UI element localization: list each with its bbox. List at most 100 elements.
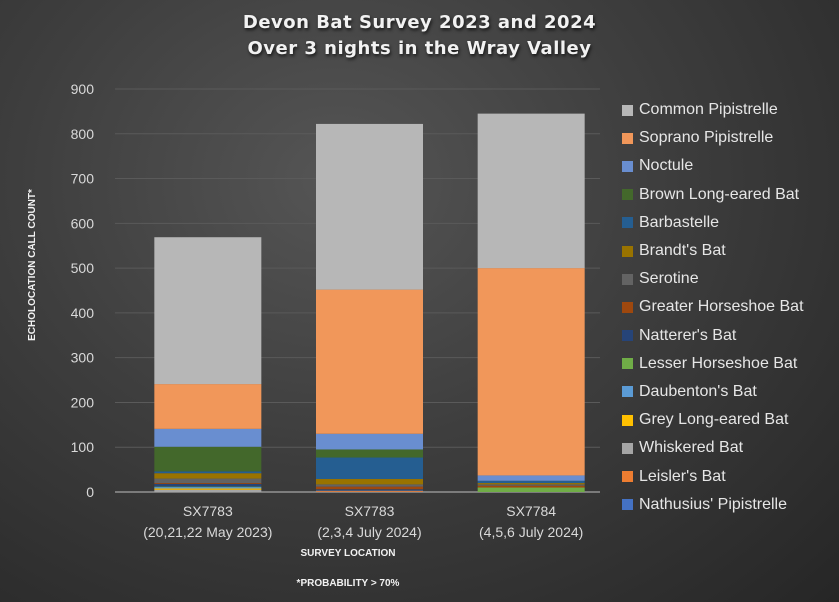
- legend-label: Grey Long-eared Bat: [639, 411, 789, 429]
- bar-segment-soprano-pipistrelle: [154, 384, 262, 429]
- legend-item: Greater Horseshoe Bat: [622, 293, 804, 321]
- legend-swatch: [622, 160, 633, 172]
- legend-swatch: [622, 386, 633, 398]
- bar-segment-common-pipistrelle: [477, 113, 585, 269]
- legend-swatch: [622, 217, 633, 229]
- bar-segment-soprano-pipistrelle: [316, 289, 423, 434]
- legend-label: Brandt's Bat: [639, 242, 726, 260]
- y-tick-label: 600: [71, 215, 95, 231]
- bar-segment-lesser-horseshoe-bat: [477, 487, 585, 492]
- bar-stack: [477, 113, 585, 492]
- bar-segment-natterer-s-bat: [154, 483, 262, 487]
- y-axis-ticks: 0 100 200 300 400 500 600 700 800 900: [71, 81, 95, 500]
- legend: Common Pipistrelle Soprano Pipistrelle Noc…: [622, 96, 804, 519]
- x-category-label: SX7783: [345, 503, 395, 519]
- legend-item: Daubenton's Bat: [622, 378, 804, 406]
- legend-item: Serotine: [622, 265, 804, 293]
- legend-item: Common Pipistrelle: [622, 96, 804, 124]
- bar-segment-serotine: [316, 484, 423, 487]
- legend-swatch: [622, 189, 633, 201]
- x-category-label: SX7783: [183, 503, 233, 519]
- legend-swatch: [622, 358, 633, 370]
- legend-swatch: [622, 442, 633, 454]
- y-tick-label: 800: [71, 126, 95, 142]
- bar-segment-greater-horseshoe-bat: [477, 485, 585, 488]
- bars: [154, 113, 585, 492]
- bar-segment-brown-long-eared-bat: [154, 446, 262, 472]
- y-tick-label: 700: [71, 171, 95, 187]
- x-category-label: SX7784: [506, 503, 556, 519]
- bar-segment-whiskered-bat: [154, 489, 262, 492]
- footnote: *PROBABILITY > 70%: [297, 578, 400, 589]
- bar-stack: [316, 123, 423, 492]
- bar-segment-whiskered-bat: [316, 490, 423, 492]
- legend-label: Soprano Pipistrelle: [639, 129, 774, 147]
- legend-swatch: [622, 104, 633, 116]
- legend-label: Common Pipistrelle: [639, 101, 778, 119]
- bar-segment-common-pipistrelle: [154, 237, 262, 385]
- bar-segment-daubenton-s-bat: [154, 487, 262, 489]
- x-category-sublabel: (20,21,22 May 2023): [143, 524, 272, 540]
- legend-swatch: [622, 132, 633, 144]
- bar-segment-greater-horseshoe-bat: [154, 483, 262, 484]
- bar-segment-brandt-s-bat: [477, 483, 585, 485]
- bar-segment-serotine: [154, 478, 262, 484]
- legend-item: Brown Long-eared Bat: [622, 181, 804, 209]
- legend-swatch: [622, 499, 633, 511]
- y-tick-label: 500: [71, 260, 95, 276]
- legend-label: Nathusius' Pipistrelle: [639, 495, 788, 513]
- legend-label: Greater Horseshoe Bat: [639, 298, 804, 316]
- title-line-1: Devon Bat Survey 2023 and 2024: [242, 12, 597, 33]
- y-tick-label: 100: [71, 439, 95, 455]
- legend-swatch: [622, 414, 633, 426]
- y-tick-label: 300: [71, 350, 95, 366]
- title-line-2: Over 3 nights in the Wray Valley: [247, 38, 592, 59]
- legend-swatch: [622, 245, 633, 257]
- bar-segment-serotine: [477, 484, 585, 486]
- bar-segment-lesser-horseshoe-bat: [154, 486, 262, 488]
- legend-item: Noctule: [622, 152, 804, 180]
- bar-segment-soprano-pipistrelle: [477, 268, 585, 476]
- bar-segment-brown-long-eared-bat: [316, 449, 423, 458]
- legend-item: Leisler's Bat: [622, 462, 804, 490]
- bar-segment-barbastelle: [154, 471, 262, 474]
- y-axis-label: ECHOLOCATION CALL COUNT*: [27, 189, 38, 341]
- x-category-sublabel: (2,3,4 July 2024): [317, 524, 421, 540]
- legend-swatch: [622, 273, 633, 285]
- bar-segment-barbastelle: [316, 457, 423, 480]
- bar-segment-greater-horseshoe-bat: [316, 486, 423, 490]
- y-tick-label: 400: [71, 305, 95, 321]
- legend-item: Lesser Horseshoe Bat: [622, 350, 804, 378]
- legend-item: Soprano Pipistrelle: [622, 124, 804, 152]
- y-tick-label: 0: [86, 484, 94, 500]
- bar-stack: [154, 237, 262, 492]
- legend-label: Whiskered Bat: [639, 439, 744, 457]
- legend-label: Lesser Horseshoe Bat: [639, 354, 798, 372]
- legend-label: Daubenton's Bat: [639, 382, 757, 400]
- x-category-sublabel: (4,5,6 July 2024): [479, 524, 583, 540]
- legend-label: Natterer's Bat: [639, 326, 737, 344]
- bar-segment-noctule: [316, 433, 423, 450]
- bar-segment-barbastelle: [477, 480, 585, 484]
- y-tick-label: 900: [71, 81, 95, 97]
- legend-item: Whiskered Bat: [622, 434, 804, 462]
- bar-segment-natterer-s-bat: [316, 489, 423, 491]
- legend-swatch: [622, 301, 633, 313]
- legend-swatch: [622, 471, 633, 483]
- x-axis-categories: SX7783 (20,21,22 May 2023) SX7783 (2,3,4 Ju…: [143, 503, 583, 540]
- bar-segment-brandt-s-bat: [154, 473, 262, 479]
- chart-title: Devon Bat Survey 2023 and 2024 Over 3 ni…: [0, 10, 839, 62]
- legend-item: Brandt's Bat: [622, 237, 804, 265]
- legend-item: Grey Long-eared Bat: [622, 406, 804, 434]
- legend-item: Nathusius' Pipistrelle: [622, 491, 804, 519]
- legend-item: Natterer's Bat: [622, 322, 804, 350]
- bar-segment-noctule: [477, 475, 585, 481]
- x-axis-label: SURVEY LOCATION: [300, 548, 395, 559]
- legend-label: Noctule: [639, 157, 694, 175]
- legend-item: Barbastelle: [622, 209, 804, 237]
- legend-label: Leisler's Bat: [639, 467, 726, 485]
- legend-label: Serotine: [639, 270, 699, 288]
- bar-segment-brandt-s-bat: [316, 479, 423, 485]
- legend-label: Brown Long-eared Bat: [639, 185, 800, 203]
